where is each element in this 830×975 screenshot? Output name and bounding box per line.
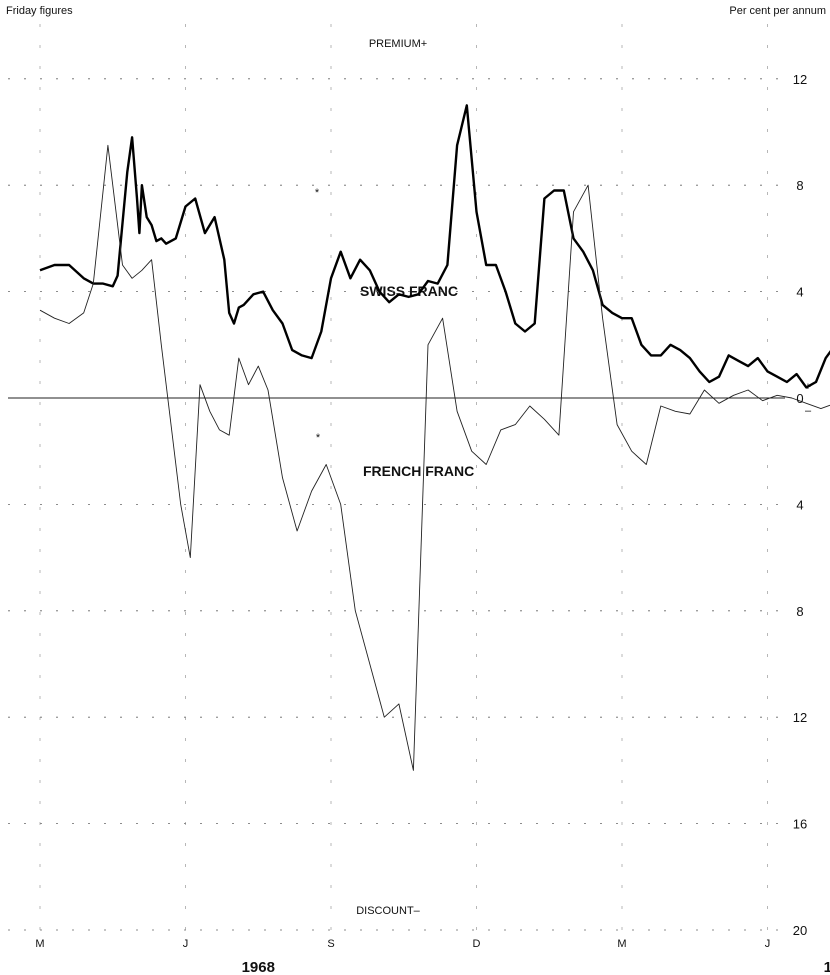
- annotation-marker: *: [315, 187, 320, 199]
- y-tick-label: 8: [796, 178, 803, 193]
- x-month-label: S: [327, 938, 334, 950]
- x-month-label: D: [473, 938, 481, 950]
- x-year-label: 1968: [242, 959, 275, 975]
- x-month-label: J: [183, 938, 189, 950]
- x-year-label: 1969: [824, 959, 830, 975]
- chart-subtitle-left: Friday figures: [6, 5, 73, 17]
- series-line-french-franc: [39, 144, 830, 771]
- series-line-swiss-franc: [39, 104, 830, 389]
- y-tick-label: 4: [796, 497, 803, 512]
- premium-label: PREMIUM+: [369, 38, 427, 50]
- zero-minus-sign: –: [805, 405, 812, 417]
- french-franc-label: FRENCH FRANC: [363, 463, 474, 479]
- y-tick-label: 0: [796, 391, 803, 406]
- y-tick-label: 20: [793, 923, 807, 938]
- y-tick-label: 8: [796, 604, 803, 619]
- annotation-marker: *: [316, 432, 321, 444]
- x-month-label: M: [617, 938, 626, 950]
- x-month-label: J: [765, 938, 771, 950]
- swiss-franc-label: SWISS FRANC: [360, 283, 458, 299]
- discount-label: DISCOUNT–: [356, 905, 420, 917]
- y-tick-label: 12: [793, 72, 807, 87]
- x-month-label: M: [35, 938, 44, 950]
- y-tick-label: 12: [793, 710, 807, 725]
- unit-label: Per cent per annum: [729, 5, 826, 17]
- y-tick-label: 16: [793, 817, 807, 832]
- y-tick-label: 4: [796, 285, 803, 300]
